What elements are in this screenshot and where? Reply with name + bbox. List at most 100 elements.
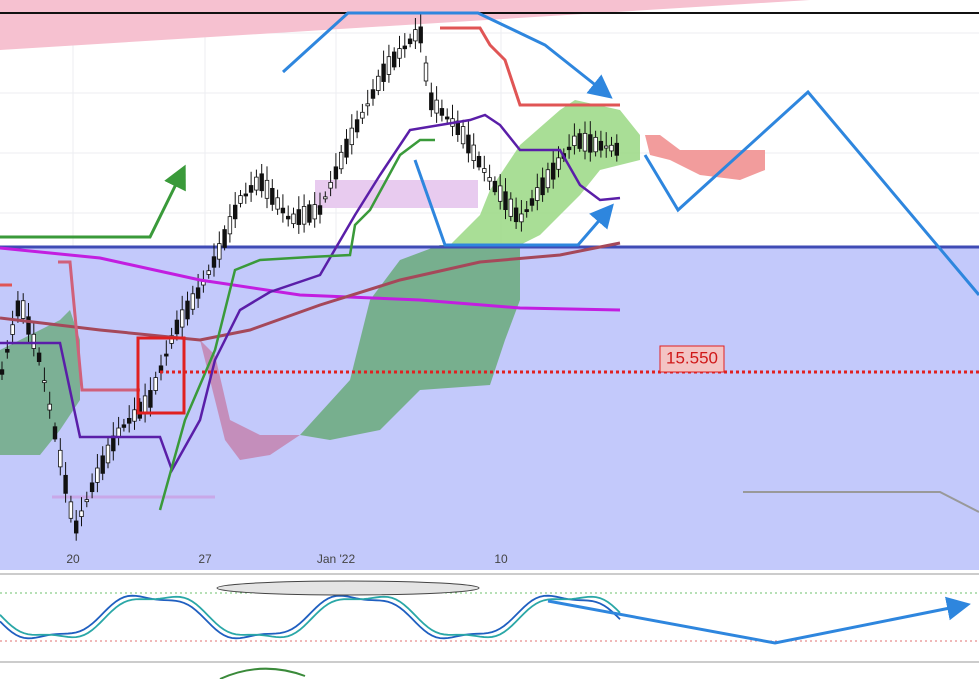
- candle-body: [582, 132, 588, 152]
- candle-body: [0, 369, 5, 375]
- x-axis-label: 20: [66, 552, 80, 566]
- candle-body: [487, 177, 492, 182]
- x-axis: 20 27 Jan '22 10: [66, 552, 508, 566]
- candle-body: [365, 103, 370, 107]
- candle-body: [10, 324, 15, 335]
- candle-body: [148, 390, 153, 408]
- candle-body: [89, 482, 95, 493]
- candle-body: [121, 424, 127, 428]
- candle-body: [227, 216, 233, 235]
- drawn-arrow: [547, 596, 971, 645]
- drawn-arrow: [281, 11, 613, 99]
- candle-body: [508, 198, 513, 217]
- candle-body: [264, 179, 270, 199]
- candle-body: [47, 403, 52, 411]
- candle-body: [211, 256, 217, 268]
- candle-body: [497, 185, 503, 202]
- candle-body: [164, 353, 169, 357]
- candle-body: [259, 173, 264, 192]
- x-axis-label: 10: [494, 552, 508, 566]
- candle-body: [307, 204, 312, 223]
- candle-body: [26, 316, 31, 335]
- purple-zone: [315, 180, 478, 208]
- candle-body: [413, 29, 418, 42]
- candle-body: [169, 335, 174, 344]
- candle-body: [407, 38, 413, 45]
- candle-body: [423, 62, 429, 82]
- candle-body: [132, 409, 137, 422]
- candle-body: [52, 426, 58, 440]
- candle-body: [206, 270, 211, 275]
- candle-body: [391, 51, 397, 68]
- candle-body: [280, 207, 286, 214]
- stoch-line: [0, 594, 621, 640]
- candle-body: [434, 99, 439, 114]
- ellipse-drawing: [216, 580, 480, 596]
- candle-body: [535, 187, 540, 201]
- gray-line: [743, 491, 979, 513]
- candle-body: [614, 142, 619, 156]
- indicator-curve: [219, 667, 306, 679]
- base-line: [440, 26, 620, 107]
- candle-body: [598, 140, 604, 151]
- candle-body: [545, 169, 551, 189]
- candle-body: [79, 510, 84, 517]
- candle-body: [349, 127, 354, 146]
- candle-body: [466, 134, 471, 154]
- candle-body: [402, 45, 407, 50]
- candle-body: [593, 136, 598, 153]
- lagging-line: [158, 138, 435, 511]
- candle-body: [577, 133, 582, 149]
- candle-body: [588, 134, 593, 153]
- candle-body: [556, 157, 561, 170]
- candle-body: [476, 155, 482, 168]
- candle-body: [153, 377, 158, 391]
- candle-body: [540, 177, 545, 196]
- candle-body: [529, 198, 535, 206]
- candle-body: [5, 348, 10, 353]
- candle-body: [68, 501, 74, 519]
- candle-body: [344, 138, 349, 158]
- candle-body: [360, 111, 365, 119]
- candle-body: [460, 126, 466, 145]
- candle-body: [524, 209, 529, 213]
- conversion-line: [0, 113, 621, 473]
- price-label-box: [659, 345, 725, 373]
- candle-body: [604, 145, 609, 149]
- candle-body: [36, 352, 42, 362]
- stoch-line: [0, 595, 621, 639]
- price-label: 15.550: [666, 348, 718, 367]
- candle-body: [142, 395, 148, 415]
- candle-body: [370, 89, 376, 99]
- highlight-box: [136, 336, 186, 415]
- candle-body: [513, 207, 519, 223]
- candle-body: [127, 417, 132, 424]
- candle-body: [95, 467, 100, 483]
- cloud-pink: [200, 340, 300, 460]
- candle-body: [381, 63, 386, 82]
- candle-body: [63, 474, 68, 494]
- cloud-green: [300, 245, 520, 440]
- x-axis-label: Jan '22: [317, 552, 356, 566]
- candle-body: [551, 162, 556, 180]
- candle-body: [418, 26, 423, 44]
- candle-body: [354, 119, 360, 133]
- candle-body: [84, 499, 89, 503]
- candle-body: [439, 108, 445, 116]
- candle-body: [185, 300, 190, 320]
- candle-body: [248, 185, 254, 193]
- candle-body: [328, 181, 333, 189]
- candle-body: [566, 146, 572, 151]
- candle-body: [217, 243, 222, 260]
- candle-body: [317, 205, 323, 215]
- drawn-path: [643, 89, 979, 296]
- candle-body: [291, 213, 296, 225]
- candle-body: [301, 206, 307, 225]
- moving-average: [0, 246, 621, 312]
- candle-body: [312, 204, 317, 220]
- cloud-green: [450, 100, 640, 245]
- oscillator: [0, 594, 621, 640]
- candle-body: [42, 380, 47, 384]
- candle-body: [190, 293, 195, 310]
